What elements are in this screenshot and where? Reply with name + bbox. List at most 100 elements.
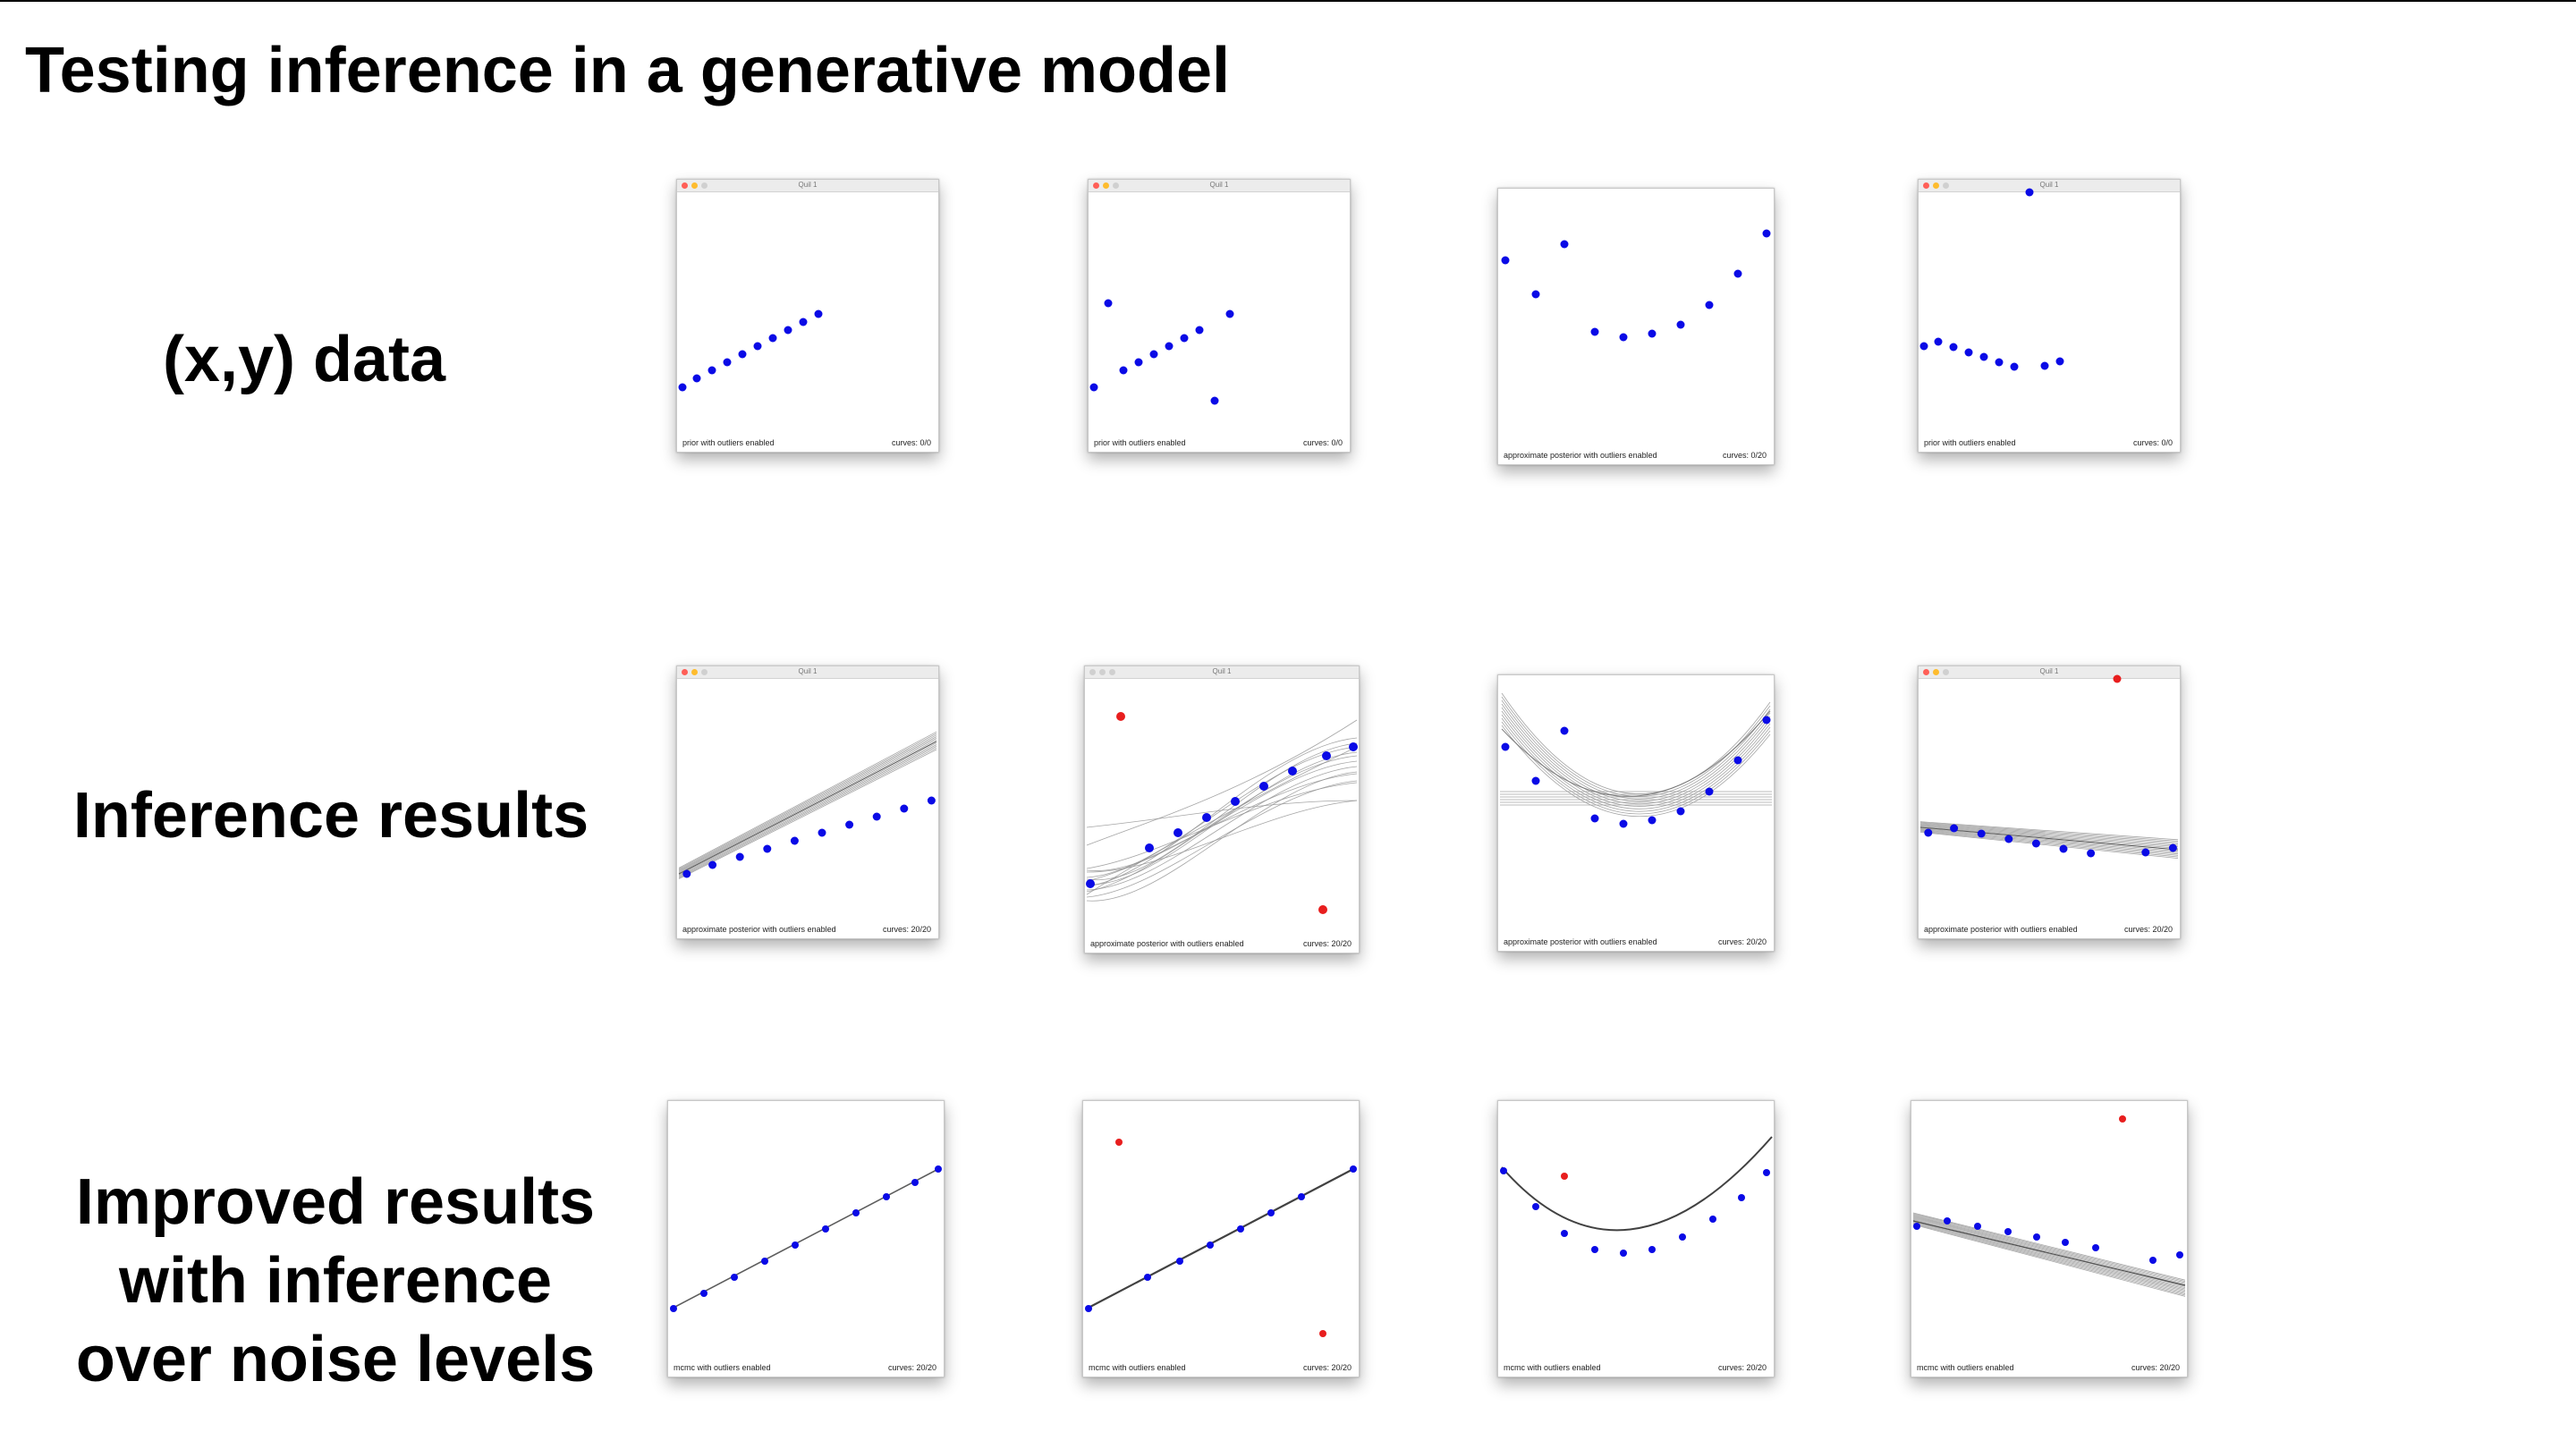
data-point <box>1267 1209 1275 1216</box>
data-point <box>1174 828 1182 837</box>
panel-mode-label: prior with outliers enabled <box>682 438 775 447</box>
plot-window-12[interactable]: mcmc with outliers enabled curves: 20/20 <box>1911 1100 2188 1377</box>
data-point <box>1913 1223 1920 1230</box>
mean-curve <box>1502 1137 1772 1230</box>
curve-count: curves: 0/0 <box>1303 438 1343 447</box>
data-point <box>784 326 792 335</box>
data-point <box>1738 1194 1745 1201</box>
plot-window-3[interactable]: approximate posterior with outliers enab… <box>1497 188 1775 465</box>
fit-curve <box>1087 767 1357 890</box>
curve-count: curves: 0/20 <box>1723 451 1767 460</box>
plot-window-4[interactable]: Quil 1 prior with outliers enabled curve… <box>1918 179 2181 453</box>
curve-count: curves: 0/0 <box>892 438 931 447</box>
scatter-plot <box>677 180 938 452</box>
data-point <box>1996 359 2004 367</box>
data-point <box>1207 1241 1214 1249</box>
plot-window-6[interactable]: Quil 1 approximate posterior with outlie… <box>1084 665 1360 953</box>
data-point <box>2062 1239 2069 1246</box>
data-point <box>1709 1216 1716 1223</box>
data-point <box>1561 1230 1568 1237</box>
data-point <box>736 853 744 861</box>
plot-window-5[interactable]: Quil 1 approximate posterior with outlie… <box>676 665 939 939</box>
plot-window-2[interactable]: Quil 1 prior with outliers enabled curve… <box>1088 179 1351 453</box>
fit-curve <box>679 748 936 877</box>
data-point <box>1591 1246 1598 1253</box>
row-label-inference: Inference results <box>54 776 608 855</box>
data-point <box>1677 808 1685 816</box>
data-point <box>911 1179 919 1186</box>
data-point <box>1734 757 1742 765</box>
mean-curve <box>1913 1221 2185 1285</box>
data-point <box>791 837 799 845</box>
data-point <box>682 870 691 878</box>
panel-mode-label: approximate posterior with outliers enab… <box>1090 939 1244 948</box>
data-point <box>818 829 826 837</box>
fit-curve <box>679 732 936 868</box>
curve-count: curves: 20/20 <box>1303 1363 1352 1372</box>
row-label-data: (x,y) data <box>143 320 465 399</box>
data-point <box>2032 840 2040 848</box>
data-point <box>1561 241 1569 249</box>
fit-curve <box>1087 801 1357 827</box>
scatter-plot <box>677 666 938 938</box>
data-point <box>935 1165 942 1173</box>
data-point <box>2119 1115 2126 1123</box>
panel-mode-label: mcmc with outliers enabled <box>674 1363 771 1372</box>
row-label-improved-line-2: with inference <box>36 1241 635 1320</box>
fit-curve <box>1502 693 1770 794</box>
data-point <box>1620 820 1628 828</box>
plot-window-1[interactable]: Quil 1 prior with outliers enabled curve… <box>676 179 939 453</box>
data-point <box>1090 384 1098 392</box>
data-point <box>1648 817 1657 825</box>
data-point <box>2056 358 2064 366</box>
fit-curve <box>1087 783 1357 869</box>
data-point <box>1591 328 1599 336</box>
data-point <box>2087 850 2095 858</box>
data-point <box>1561 1173 1568 1180</box>
data-point <box>1620 334 1628 342</box>
data-point <box>2149 1257 2157 1264</box>
fit-curve <box>1920 830 2178 854</box>
data-point <box>1500 1167 1507 1174</box>
data-point <box>1165 343 1174 351</box>
fit-curve <box>1913 1224 2185 1295</box>
data-point <box>1145 843 1154 852</box>
data-point <box>822 1225 829 1233</box>
data-point <box>2169 844 2177 852</box>
plot-window-10[interactable]: mcmc with outliers enabled curves: 20/20 <box>1082 1100 1360 1377</box>
data-point <box>1259 782 1268 791</box>
data-point <box>1734 270 1742 278</box>
row-label-improved-line-1: Improved results <box>36 1163 635 1241</box>
data-point <box>1144 1274 1151 1281</box>
data-point <box>1115 1139 1123 1146</box>
plot-window-7[interactable]: approximate posterior with outliers enab… <box>1497 674 1775 952</box>
data-point <box>815 310 823 318</box>
data-point <box>700 1290 708 1297</box>
top-rule <box>0 0 2576 2</box>
data-point <box>2176 1251 2183 1258</box>
data-point <box>1532 777 1540 785</box>
data-point <box>1202 813 1211 822</box>
data-point <box>724 359 732 367</box>
panel-mode-label: approximate posterior with outliers enab… <box>1504 937 1657 946</box>
data-point <box>679 384 687 392</box>
data-point <box>1085 1305 1092 1312</box>
data-point <box>1135 359 1143 367</box>
plot-window-8[interactable]: Quil 1 approximate posterior with outlie… <box>1918 665 2181 939</box>
plot-window-11[interactable]: mcmc with outliers enabled curves: 20/20 <box>1497 1100 1775 1377</box>
scatter-plot <box>1498 189 1774 464</box>
data-point <box>1978 830 1986 838</box>
data-point <box>708 861 716 869</box>
fit-curve <box>1913 1213 2185 1280</box>
fit-curve <box>1913 1215 2185 1283</box>
data-point <box>763 845 771 853</box>
data-point <box>928 797 936 805</box>
row-label-improved-line-3: over noise levels <box>36 1320 635 1399</box>
data-point <box>1935 338 1943 346</box>
fit-curve <box>1913 1224 2185 1296</box>
plot-window-9[interactable]: mcmc with outliers enabled curves: 20/20 <box>667 1100 945 1377</box>
panel-mode-label: prior with outliers enabled <box>1094 438 1186 447</box>
row-label-improved: Improved results with inference over noi… <box>36 1163 635 1399</box>
data-point <box>1532 291 1540 299</box>
panel-mode-label: approximate posterior with outliers enab… <box>1924 925 2078 934</box>
